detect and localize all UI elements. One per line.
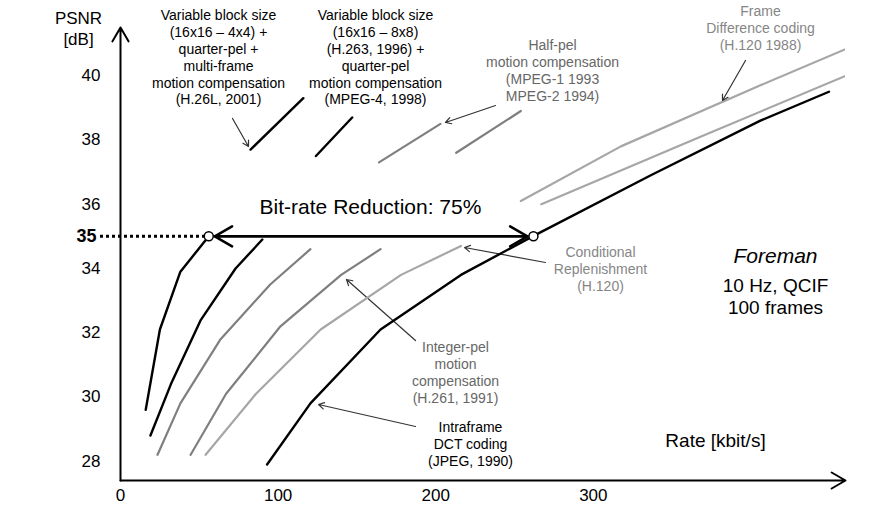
- svg-text:0: 0: [116, 486, 125, 505]
- svg-text:Foreman: Foreman: [733, 244, 817, 267]
- svg-text:FrameDifference coding(H.120 1: FrameDifference coding(H.120 1988): [706, 3, 815, 53]
- svg-text:10 Hz, QCIF100 frames: 10 Hz, QCIF100 frames: [723, 275, 829, 319]
- svg-text:Bit-rate Reduction: 75%: Bit-rate Reduction: 75%: [260, 195, 482, 218]
- svg-text:Half-pelmotion compensation(MP: Half-pelmotion compensation(MPEG-1 1993M…: [486, 37, 619, 103]
- svg-text:Integer-pelmotioncompensation(: Integer-pelmotioncompensation(H.261, 199…: [412, 339, 499, 405]
- svg-text:PSNR[dB]: PSNR[dB]: [55, 9, 102, 49]
- svg-text:28: 28: [82, 452, 101, 471]
- svg-text:40: 40: [82, 66, 101, 85]
- svg-text:Rate [kbit/s]: Rate [kbit/s]: [665, 430, 765, 451]
- svg-text:300: 300: [579, 486, 607, 505]
- svg-text:Variable block size(16x16 – 8x: Variable block size(16x16 – 8x8)(H.263, …: [309, 7, 442, 107]
- svg-text:Variable block size(16x16 – 4x: Variable block size(16x16 – 4x4) +quarte…: [152, 7, 285, 107]
- svg-text:36: 36: [82, 195, 101, 214]
- svg-text:32: 32: [82, 323, 101, 342]
- svg-text:34: 34: [82, 259, 101, 278]
- svg-text:IntraframeDCT coding(JPEG, 199: IntraframeDCT coding(JPEG, 1990): [428, 419, 513, 469]
- svg-text:30: 30: [82, 387, 101, 406]
- svg-text:200: 200: [422, 486, 450, 505]
- svg-text:38: 38: [82, 130, 101, 149]
- svg-text:100: 100: [264, 486, 292, 505]
- svg-text:35: 35: [76, 226, 96, 246]
- svg-text:ConditionalReplenishment(H.120: ConditionalReplenishment(H.120): [554, 244, 647, 294]
